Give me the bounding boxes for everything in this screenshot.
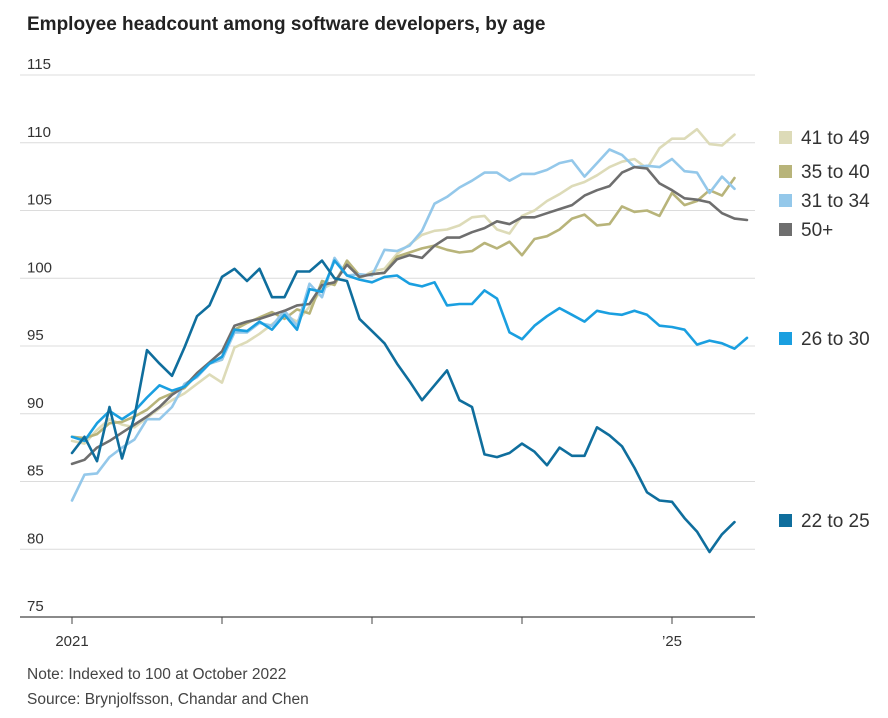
series-line-22-to-25 [70, 259, 736, 554]
y-tick-label: 105 [27, 192, 52, 209]
y-tick-label: 80 [27, 530, 44, 547]
legend-label: 26 to 30 [801, 329, 870, 350]
legend-swatch [779, 194, 792, 207]
y-tick-label: 100 [27, 259, 52, 276]
legend-label: 50+ [801, 220, 833, 241]
y-tick-label: 75 [27, 598, 44, 615]
legend-swatch [779, 332, 792, 345]
y-tick-label: 110 [27, 124, 51, 141]
x-axis: 2021 ’25 [55, 617, 682, 650]
chart-note: Note: Indexed to 100 at October 2022 [27, 666, 287, 683]
chart-title: Employee headcount among software develo… [27, 14, 546, 35]
legend-swatch [779, 223, 792, 236]
x-tick-label: 2021 [55, 633, 88, 650]
chart-source: Source: Brynjolfsson, Chandar and Chen [27, 691, 309, 708]
legend-label: 22 to 25 [801, 511, 870, 532]
y-tick-label: 90 [27, 395, 44, 412]
legend-swatch [779, 514, 792, 527]
y-tick-label: 85 [27, 463, 44, 480]
legend-label: 31 to 34 [801, 191, 870, 212]
series-lines [70, 127, 749, 554]
x-tick-label: ’25 [662, 633, 682, 650]
legend-swatch [779, 131, 792, 144]
legend-label: 35 to 40 [801, 162, 870, 183]
legend: 41 to 49 35 to 40 31 to 34 50+ 26 to 30 22 to… [779, 128, 870, 532]
legend-label: 41 to 49 [801, 128, 870, 149]
series-line-26-to-30 [70, 259, 749, 443]
y-tick-label: 95 [27, 327, 44, 344]
line-chart: 75 80 85 90 95 100 105 110 115 2021 ’25 41 to 49 3… [20, 56, 870, 650]
series-line-31-to-34 [70, 148, 736, 502]
legend-swatch [779, 165, 792, 178]
y-axis-ticks: 75 80 85 90 95 100 105 110 115 [27, 56, 52, 615]
y-tick-label: 115 [27, 56, 51, 73]
